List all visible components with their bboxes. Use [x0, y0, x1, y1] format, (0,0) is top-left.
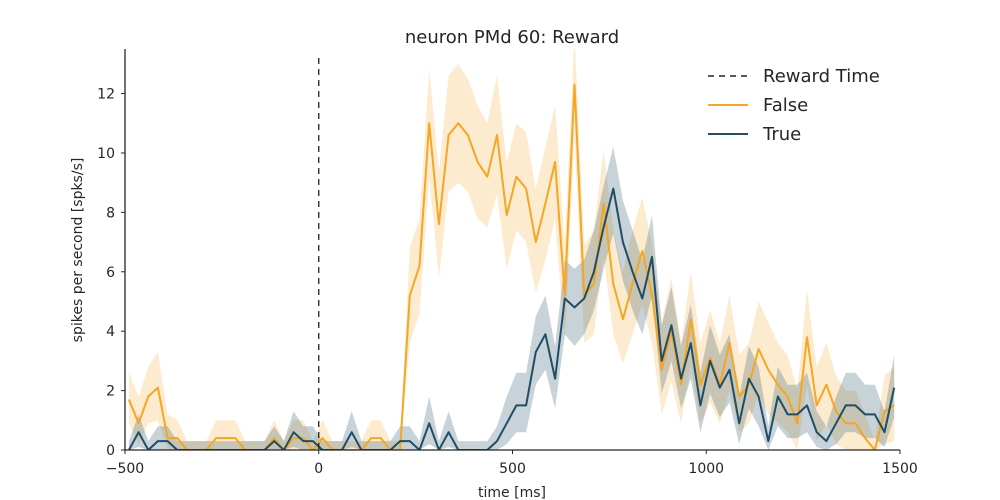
series-line-true — [128, 187, 896, 450]
legend-label-false: False — [763, 95, 808, 116]
y-tick-label: 10 — [97, 146, 115, 162]
y-ticks: 0 2 4 6 8 10 12 — [97, 87, 125, 459]
x-tick-label: 1000 — [688, 461, 724, 477]
band-false — [128, 49, 895, 450]
legend-label-true: True — [762, 124, 801, 145]
chart-title: neuron PMd 60: Reward — [405, 27, 619, 48]
series-lines — [127, 83, 896, 450]
legend: Reward Time False True — [708, 66, 880, 145]
confidence-bands — [128, 49, 895, 450]
y-tick-label: 2 — [106, 384, 115, 400]
y-tick-label: 4 — [106, 324, 115, 340]
y-tick-label: 12 — [97, 87, 115, 103]
y-tick-label: 8 — [106, 205, 115, 221]
legend-label-reward-time: Reward Time — [763, 66, 880, 87]
series-line-false — [127, 83, 895, 450]
y-tick-label: 6 — [106, 265, 115, 281]
y-tick-label: 0 — [106, 443, 115, 459]
x-tick-label: 500 — [499, 461, 526, 477]
x-tick-label: 1500 — [882, 461, 918, 477]
y-axis-title: spikes per second [spks/s] — [70, 158, 86, 343]
x-axis-title: time [ms] — [478, 485, 546, 500]
x-tick-label: 0 — [314, 461, 323, 477]
x-tick-label: −500 — [106, 461, 144, 477]
band-true — [128, 147, 895, 450]
x-ticks: −500 0 500 1000 1500 — [106, 450, 918, 477]
